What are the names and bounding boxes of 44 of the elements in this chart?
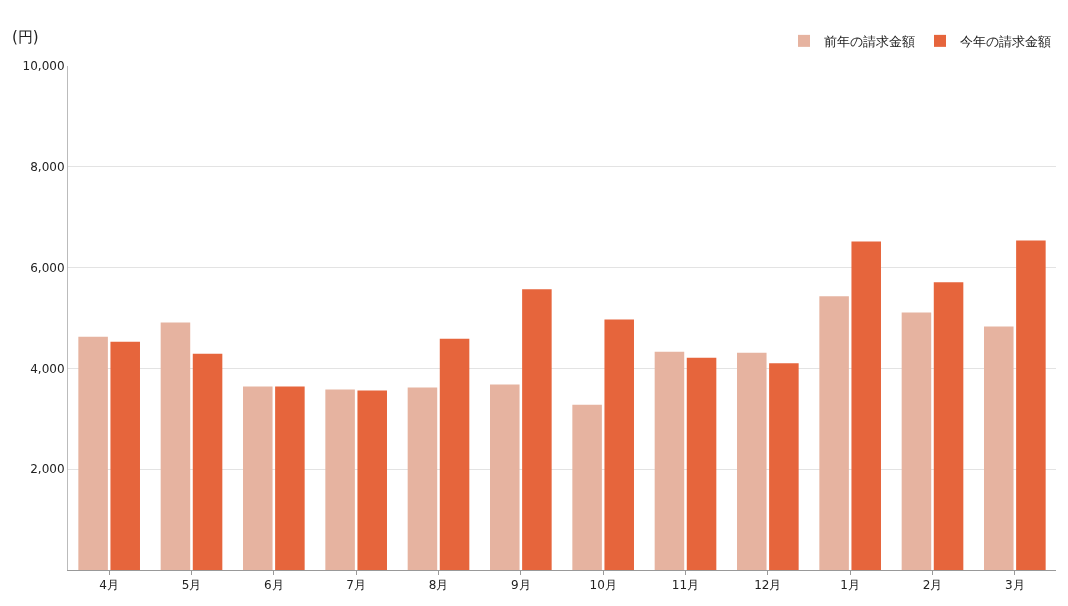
bar [490, 384, 520, 570]
bar [933, 282, 964, 570]
bar [604, 319, 634, 570]
bar [737, 352, 767, 570]
bar [654, 351, 685, 570]
x-tick-label: 2月 [922, 578, 943, 593]
bar [522, 289, 552, 570]
bar [984, 326, 1014, 570]
x-tick-label: 7月 [346, 578, 366, 593]
bar [275, 386, 305, 570]
x-tick-label: 6月 [264, 578, 284, 593]
bar [439, 338, 470, 570]
bar [686, 357, 717, 570]
bar [819, 296, 849, 570]
legend-label: 今年の請求金額 [960, 33, 1051, 49]
y-tick-label: 2,000 [30, 462, 65, 477]
bar [78, 336, 108, 570]
y-tick-label: 4,000 [30, 361, 65, 376]
y-axis-title: (円) [12, 28, 39, 46]
bar [160, 322, 191, 570]
bar [1016, 240, 1046, 570]
bar [851, 241, 881, 570]
bar [325, 389, 355, 570]
x-tick-label: 8月 [428, 578, 449, 593]
legend-label: 前年の請求金額 [824, 33, 915, 49]
bar [572, 404, 602, 570]
y-tick-label: 10,000 [22, 59, 65, 74]
x-tick-label: 1月 [840, 578, 860, 593]
x-tick-label: 5月 [181, 578, 202, 593]
bar [110, 341, 140, 570]
bar [407, 387, 438, 570]
x-tick-label: 9月 [511, 578, 531, 593]
x-tick-label: 11月 [671, 578, 700, 593]
x-tick-label: 3月 [1005, 578, 1025, 593]
x-tick-label: 12月 [754, 578, 782, 593]
bar [901, 312, 932, 570]
y-tick-label: 8,000 [30, 160, 65, 174]
x-tick-label: 10月 [589, 578, 617, 593]
bar [357, 390, 387, 570]
bar [192, 353, 223, 570]
x-tick-label: 4月 [99, 578, 119, 593]
y-tick-label: 6,000 [30, 260, 65, 275]
bar [243, 386, 273, 570]
bar [769, 363, 799, 570]
